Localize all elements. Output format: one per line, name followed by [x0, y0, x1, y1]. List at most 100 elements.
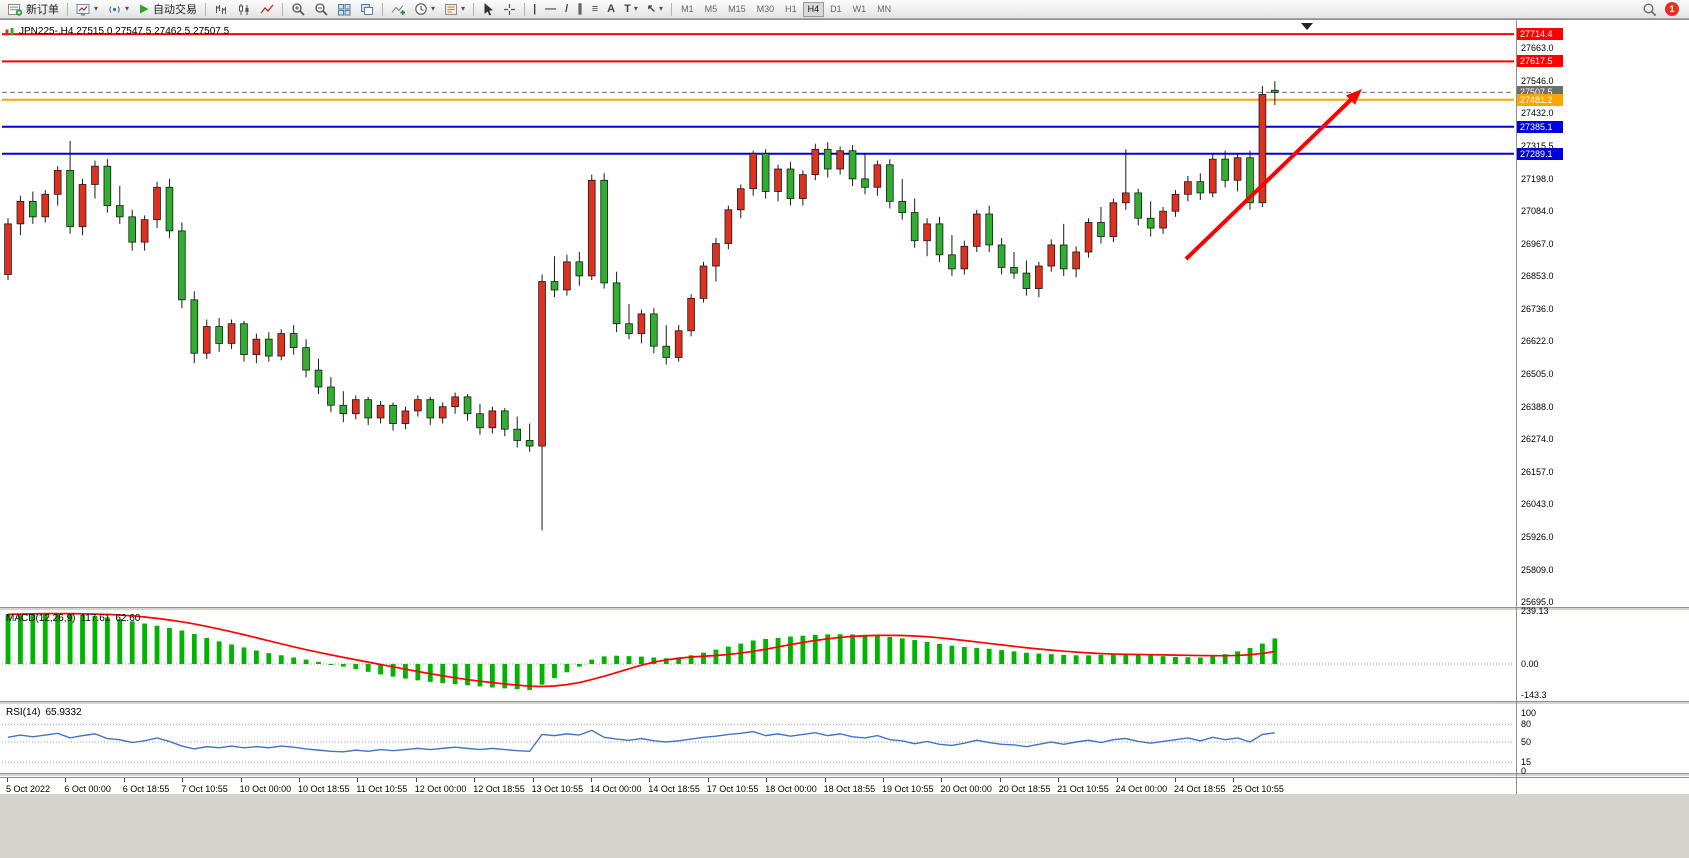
channel-tool[interactable]: ∥ — [573, 1, 587, 18]
candle — [1221, 158, 1229, 181]
macd-bar — [688, 655, 694, 664]
timeframe-w1[interactable]: W1 — [848, 2, 872, 17]
candlestick-chart[interactable] — [0, 20, 1516, 607]
timeframe-m15[interactable]: M15 — [723, 2, 751, 17]
arrows-tool[interactable]: ↖ ▾ — [643, 1, 667, 18]
line-chart-icon — [260, 4, 274, 13]
search-icon[interactable] — [1642, 2, 1657, 17]
cursor-button[interactable] — [478, 1, 498, 18]
templates-button[interactable]: ▾ — [440, 1, 469, 18]
macd-bar — [241, 647, 247, 664]
price-axis-label: 26736.0 — [1521, 303, 1554, 314]
macd-bar — [489, 664, 495, 688]
tile-windows-icon — [338, 3, 351, 15]
time-axis-label: 10 Oct 18:55 — [298, 784, 350, 794]
candle — [115, 205, 124, 218]
timeframe-m1[interactable]: M1 — [676, 2, 699, 17]
candle — [799, 174, 807, 199]
candle — [935, 223, 944, 256]
trend-arrow[interactable] — [1184, 98, 1352, 261]
time-axis[interactable]: 5 Oct 2022 6 Oct 00:00 6 Oct 18:55 7 Oct 10… — [0, 777, 1689, 795]
candle — [1233, 157, 1242, 181]
candlestick-chart-button[interactable] — [233, 1, 255, 18]
candle — [178, 230, 186, 301]
price-axis-label: 25695.0 — [1521, 596, 1554, 607]
profiles-button[interactable]: ▾ — [103, 1, 133, 18]
macd-bar — [899, 638, 905, 664]
periods-button[interactable]: ▾ — [410, 1, 439, 18]
fibonacci-tool[interactable]: ≡ — [588, 1, 602, 18]
price-axis-label: 27663.0 — [1521, 43, 1554, 54]
candle — [836, 150, 844, 170]
price-axis-label: 25926.0 — [1521, 531, 1554, 542]
horizontal-line-tool[interactable]: — — [541, 1, 560, 18]
auto-trading-button[interactable]: 自动交易 — [134, 1, 201, 18]
new-order-button[interactable]: 新订单 — [4, 1, 63, 18]
macd-bar — [1024, 652, 1029, 664]
macd-bar — [1135, 654, 1141, 664]
auto-trading-label: 自动交易 — [153, 4, 198, 16]
macd-bar — [1247, 647, 1253, 664]
price-axis-label: 27198.0 — [1521, 173, 1554, 184]
price-axis-label: 25809.0 — [1521, 564, 1554, 575]
zoom-in-button[interactable] — [287, 1, 309, 18]
text-label-icon: T — [624, 3, 631, 15]
tile-windows-button[interactable] — [333, 1, 355, 18]
chart-shift-marker[interactable] — [1301, 23, 1313, 30]
indicators-button[interactable] — [387, 1, 409, 18]
candle — [1059, 244, 1068, 270]
rsi-line — [7, 729, 1275, 753]
rsi-panel[interactable] — [0, 705, 1516, 773]
macd-bar — [614, 655, 619, 664]
time-axis-label: 21 Oct 10:55 — [1057, 784, 1109, 794]
macd-bar — [812, 634, 818, 664]
time-axis-tick — [883, 778, 884, 782]
timeframe-mn[interactable]: MN — [872, 2, 896, 17]
notification-badge[interactable]: 1 — [1665, 2, 1679, 16]
candle — [1159, 210, 1167, 229]
panel-separator[interactable] — [0, 701, 1689, 705]
candle — [1122, 192, 1130, 204]
timeframe-h1[interactable]: H1 — [780, 2, 802, 17]
main-toolbar: 新订单 ▾ ▾ 自动交易 ▾ ▾ | — / ∥ ≡ A T ▾ ↖ ▾ M1 M5… — [0, 0, 1689, 19]
time-axis-label: 24 Oct 00:00 — [1115, 784, 1168, 794]
macd-bar — [1036, 653, 1042, 664]
macd-bar — [639, 656, 644, 664]
vertical-line-tool[interactable]: | — [529, 1, 540, 18]
macd-bar — [502, 664, 508, 689]
cascade-windows-button[interactable] — [356, 1, 378, 18]
candle — [339, 404, 348, 415]
bar-chart-button[interactable] — [210, 1, 232, 18]
trendline-tool[interactable]: / — [561, 1, 572, 18]
price-axis-label: 26967.0 — [1521, 238, 1554, 249]
macd-panel[interactable] — [0, 611, 1516, 701]
timeframe-m5[interactable]: M5 — [700, 2, 723, 17]
chart-area[interactable]: 5 Oct 2022 6 Oct 00:00 6 Oct 18:55 7 Oct 10… — [0, 19, 1689, 795]
candle — [414, 399, 422, 412]
macd-bar — [477, 664, 483, 687]
line-chart-button[interactable] — [256, 1, 278, 18]
timeframe-m30[interactable]: M30 — [752, 2, 780, 17]
macd-bar — [403, 664, 408, 679]
text-tool[interactable]: A — [603, 1, 619, 18]
text-label-tool[interactable]: T ▾ — [620, 1, 642, 18]
price-line-badge: 27714.4 — [1517, 28, 1563, 41]
new-chart-button[interactable]: ▾ — [72, 1, 102, 18]
macd-bar — [949, 645, 955, 664]
crosshair-button[interactable] — [499, 1, 520, 18]
time-axis-tick — [240, 778, 242, 782]
zoom-out-button[interactable] — [310, 1, 332, 18]
panel-separator[interactable] — [0, 607, 1689, 611]
toolbar-separator — [282, 2, 284, 16]
candle — [525, 440, 534, 447]
time-axis-label: 7 Oct 10:55 — [181, 784, 228, 794]
candle — [972, 213, 981, 247]
chart-title: JPN225-,H4 27515.0 27547.5 27462.5 27507… — [5, 26, 229, 37]
timeframe-d1[interactable]: D1 — [825, 2, 847, 17]
zoom-out-icon — [315, 3, 328, 16]
macd-bar — [378, 664, 383, 675]
profiles-icon — [109, 5, 120, 13]
timeframe-h4[interactable]: H4 — [802, 1, 825, 17]
toolbar-separator — [473, 2, 475, 16]
panel-separator[interactable] — [0, 773, 1689, 777]
